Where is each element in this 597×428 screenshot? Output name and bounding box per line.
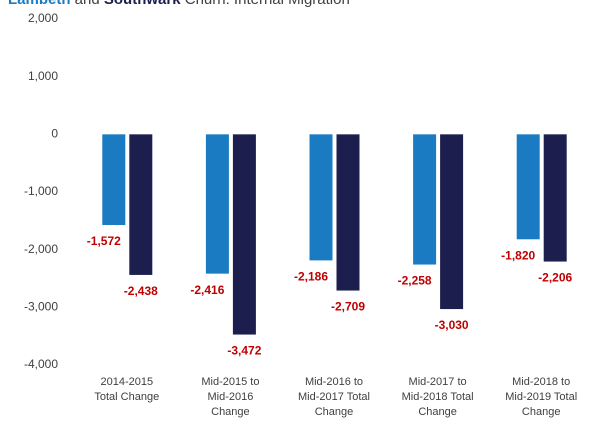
- x-tick-label: Total Change: [94, 391, 159, 403]
- data-label: -2,416: [190, 283, 224, 297]
- title-part: Southwark: [104, 0, 181, 8]
- data-label: -2,709: [331, 300, 365, 314]
- y-tick-label: -3,000: [24, 300, 58, 314]
- y-tick-label: -1,000: [24, 184, 58, 198]
- x-tick-label: Change: [522, 406, 561, 418]
- y-tick-label: 1,000: [28, 69, 58, 83]
- x-tick-label: Mid-2017 to: [409, 376, 467, 388]
- bar: [336, 134, 360, 291]
- x-tick-label: Change: [315, 406, 354, 418]
- bar: [543, 134, 567, 262]
- data-label: -2,258: [398, 274, 432, 288]
- chart-title: Lambeth and Southwark Churn: Internal Mi…: [8, 0, 350, 8]
- title-part: Lambeth: [8, 0, 71, 8]
- title-part: Churn: Internal Migration: [181, 0, 350, 8]
- data-label: -3,030: [435, 318, 469, 332]
- title-part: and: [71, 0, 104, 8]
- bar: [440, 134, 464, 310]
- data-label: -2,186: [294, 270, 328, 284]
- data-label: -2,206: [538, 271, 572, 285]
- x-tick-label: Change: [418, 406, 457, 418]
- bar: [205, 134, 229, 274]
- bar: [516, 134, 540, 240]
- x-tick-label: Change: [211, 406, 250, 418]
- bar: [413, 134, 437, 265]
- x-tick-label: Mid-2018 to: [512, 376, 570, 388]
- x-tick-label: Mid-2016: [207, 391, 253, 403]
- y-tick-label: 2,000: [28, 11, 58, 25]
- bar: [232, 134, 256, 335]
- x-tick-label: 2014-2015: [100, 376, 153, 388]
- bar: [309, 134, 333, 261]
- y-tick-label: -4,000: [24, 357, 58, 371]
- x-tick-label: Mid-2019 Total: [505, 391, 577, 403]
- data-label: -1,820: [501, 248, 535, 262]
- bar: [102, 134, 126, 225]
- x-tick-label: Mid-2017 Total: [298, 391, 370, 403]
- y-tick-label: -2,000: [24, 242, 58, 256]
- x-tick-label: Mid-2018 Total: [402, 391, 474, 403]
- data-label: -2,438: [124, 284, 158, 298]
- bar: [129, 134, 153, 275]
- data-label: -1,572: [87, 234, 121, 248]
- data-label: -3,472: [227, 344, 261, 358]
- y-tick-label: 0: [51, 127, 58, 141]
- x-tick-label: Mid-2016 to: [305, 376, 363, 388]
- x-tick-label: Mid-2015 to: [201, 376, 259, 388]
